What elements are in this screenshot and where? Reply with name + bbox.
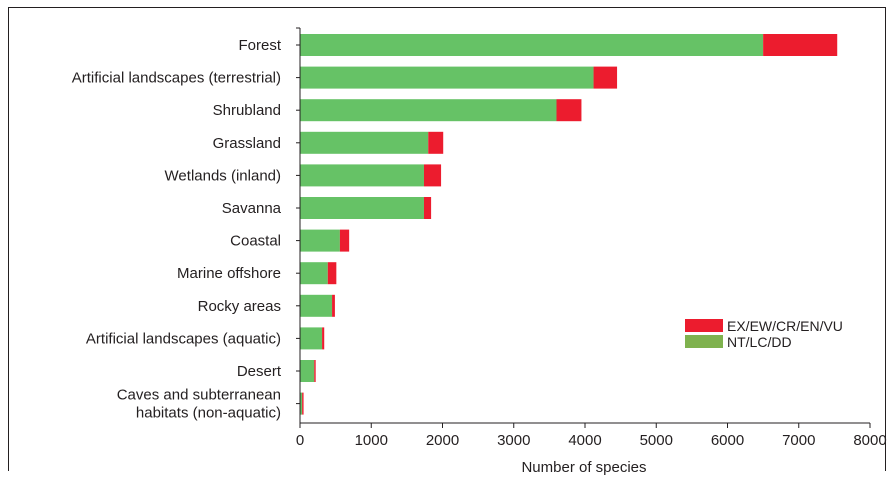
legend-swatch-nt-lc-dd (685, 335, 723, 348)
bar-nt-lc-dd-4 (300, 164, 424, 187)
bar-nt-lc-dd-5 (300, 197, 424, 219)
category-label-4: Wetlands (inland) (165, 167, 281, 184)
bar-threatened-3 (428, 131, 444, 154)
bar-threatened-8 (332, 294, 335, 317)
bar-nt-lc-dd-1 (300, 66, 594, 89)
category-labels: Forest Artificial landscapes (terrestrial… (72, 37, 282, 422)
category-label-line: Caves and subterranean (117, 387, 281, 404)
x-tick-label-5: 5000 (640, 432, 673, 449)
legend-label-nt-lc-dd: NT/LC/DD (727, 334, 792, 350)
category-label-line: Coastal (230, 233, 281, 250)
bar-nt-lc-dd-3 (300, 131, 429, 154)
x-axis-title: Number of species (521, 459, 646, 476)
category-label-0: Forest (238, 37, 281, 54)
category-label-2: Shrubland (213, 102, 281, 119)
category-label-6: Coastal (230, 233, 281, 250)
category-label-line: Desert (237, 363, 282, 380)
category-label-11: Caves and subterranean habitats (non-aqua… (117, 387, 281, 422)
category-label-line: habitats (non-aquatic) (136, 405, 281, 422)
axes-layer: 0 1000 2000 3000 4000 5000 6000 7000 8000 (296, 27, 887, 449)
x-tick-label-3: 3000 (497, 432, 530, 449)
bar-threatened-9 (322, 327, 325, 350)
x-tick-label-4: 4000 (568, 432, 601, 449)
legend-label-threatened: EX/EW/CR/EN/VU (727, 318, 843, 334)
legend-swatch-threatened (685, 319, 723, 332)
bar-threatened-2 (556, 99, 582, 122)
bar-nt-lc-dd-9 (300, 327, 323, 350)
bar-threatened-7 (327, 262, 337, 285)
bar-nt-lc-dd-2 (300, 99, 557, 122)
x-tick-label-0: 0 (296, 432, 304, 449)
category-label-line: Forest (238, 37, 281, 54)
category-label-line: Savanna (222, 200, 282, 217)
category-label-line: Wetlands (inland) (165, 167, 281, 184)
category-label-line: Artificial landscapes (terrestrial) (72, 70, 281, 87)
category-label-line: Rocky areas (198, 298, 281, 315)
category-label-3: Grassland (213, 135, 281, 152)
category-label-5: Savanna (222, 200, 282, 217)
chart-frame (8, 7, 886, 471)
bar-threatened-1 (593, 66, 618, 89)
x-tick-label-2: 2000 (426, 432, 459, 449)
category-label-7: Marine offshore (177, 265, 281, 282)
category-label-8: Rocky areas (198, 298, 281, 315)
bar-threatened-5 (423, 197, 432, 219)
bar-nt-lc-dd-6 (300, 229, 340, 252)
bar-threatened-10 (314, 360, 316, 382)
bars-layer (300, 34, 838, 415)
x-tick-label-8: 8000 (853, 432, 886, 449)
category-label-line: Marine offshore (177, 265, 281, 282)
category-label-10: Desert (237, 363, 282, 380)
bar-nt-lc-dd-11 (300, 392, 303, 415)
x-tick-label-6: 6000 (711, 432, 744, 449)
x-tick-label-1: 1000 (355, 432, 388, 449)
category-label-9: Artificial landscapes (aquatic) (86, 330, 281, 347)
category-label-line: Shrubland (213, 102, 281, 119)
bar-nt-lc-dd-8 (300, 294, 333, 317)
bar-nt-lc-dd-7 (300, 262, 328, 285)
bar-nt-lc-dd-0 (300, 34, 764, 56)
bar-threatened-11 (302, 392, 304, 415)
category-label-line: Artificial landscapes (aquatic) (86, 330, 281, 347)
category-label-1: Artificial landscapes (terrestrial) (72, 70, 281, 87)
bar-threatened-0 (763, 34, 838, 56)
x-tick-label-7: 7000 (782, 432, 815, 449)
bar-nt-lc-dd-10 (300, 360, 315, 382)
bar-threatened-4 (423, 164, 442, 187)
bar-threatened-6 (339, 229, 350, 252)
category-label-line: Grassland (213, 135, 281, 152)
